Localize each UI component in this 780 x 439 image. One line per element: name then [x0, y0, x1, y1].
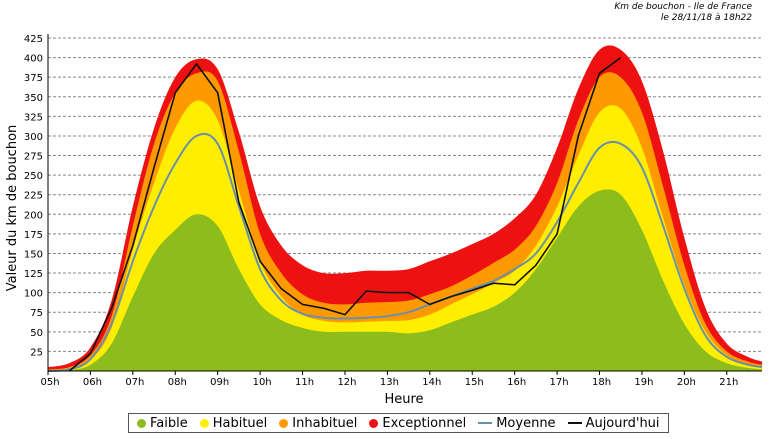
y-tick-label: 100 — [24, 289, 43, 300]
legend-item-faible[interactable]: Faible — [137, 416, 188, 431]
y-tick-label: 225 — [24, 191, 43, 202]
inhabituel-swatch-icon — [279, 418, 289, 428]
x-tick-label: 08h — [168, 377, 187, 388]
habituel-swatch-icon — [199, 418, 209, 428]
y-tick-label: 275 — [24, 152, 43, 163]
legend-label-aujourdhui: Aujourd'hui — [585, 415, 660, 431]
line-moyenne — [47, 132, 763, 372]
legend-label-habituel: Habituel — [212, 415, 268, 431]
y-tick-label: 25 — [30, 347, 43, 358]
y-tick-label: 300 — [24, 132, 43, 143]
y-tick-label: 150 — [24, 249, 43, 260]
legend-label-faible: Faible — [150, 415, 188, 431]
y-tick-label: 250 — [24, 171, 43, 182]
x-tick-label: 14h — [422, 377, 441, 388]
x-tick-label: 11h — [295, 377, 314, 388]
line-aujourdhui — [68, 56, 622, 372]
y-tick-label: 200 — [24, 210, 43, 221]
y-axis-title: Valeur du km de bouchon — [5, 125, 20, 292]
x-tick-label: 16h — [507, 377, 526, 388]
y-tick-label: 125 — [24, 269, 43, 280]
y-tick-label: 325 — [24, 112, 43, 123]
y-tick-label: 50 — [30, 328, 43, 339]
moyenne-swatch-icon — [478, 422, 493, 424]
area-faible — [48, 189, 762, 371]
x-axis-title: Heure — [384, 392, 423, 407]
area-layer — [48, 45, 762, 371]
legend-item-exceptionnel[interactable]: Exceptionnel — [369, 416, 466, 431]
x-tick-label: 19h — [634, 377, 653, 388]
legend-item-inhabituel[interactable]: Inhabituel — [279, 416, 357, 431]
y-tick-label: 425 — [24, 34, 43, 45]
legend-label-exceptionnel: Exceptionnel — [382, 415, 467, 431]
y-tick-label: 75 — [30, 308, 43, 319]
x-tick-label: 13h — [380, 377, 399, 388]
y-tick-label: 400 — [24, 54, 43, 65]
x-tick-label: 20h — [677, 377, 696, 388]
exceptionnel-swatch-icon — [369, 418, 379, 428]
legend-label-inhabituel: Inhabituel — [292, 415, 358, 431]
legend-label-moyenne: Moyenne — [496, 415, 556, 431]
x-tick-label: 17h — [550, 377, 569, 388]
x-tick-label: 05h — [40, 377, 59, 388]
x-tick-label: 18h — [592, 377, 611, 388]
chart-timestamp: le 28/11/18 à 18h22 — [660, 13, 752, 23]
x-tick-label: 15h — [465, 377, 484, 388]
x-tick-label: 10h — [253, 377, 272, 388]
axis-layer: 25 50 75 100 125 150 175 200 225 250 275 300 325 350 3… — [24, 34, 762, 388]
y-tick-label: 175 — [24, 230, 43, 241]
line-layer — [47, 56, 763, 372]
aujourdhui-swatch-icon — [567, 422, 582, 424]
legend-item-habituel[interactable]: Habituel — [199, 415, 268, 431]
legend-item-aujourdhui[interactable]: Aujourd'hui — [567, 415, 660, 431]
y-tick-label: 375 — [24, 73, 43, 84]
x-tick-label: 12h — [337, 377, 356, 388]
x-tick-label: 09h — [210, 377, 229, 388]
legend-item-moyenne[interactable]: Moyenne — [478, 415, 556, 431]
chart-svg: 25 50 75 100 125 150 175 200 225 250 275 300 325 350 3… — [5, 34, 763, 407]
y-tick-label: 350 — [24, 93, 43, 104]
x-tick-label: 21h — [719, 377, 738, 388]
legend: Faible Habituel Inhabituel Exceptionnel … — [128, 413, 669, 433]
chart-title: Km de bouchon - Ile de France — [614, 2, 752, 12]
x-tick-label: 07h — [125, 377, 144, 388]
faible-swatch-icon — [137, 418, 146, 428]
x-tick-label: 06h — [83, 377, 102, 388]
